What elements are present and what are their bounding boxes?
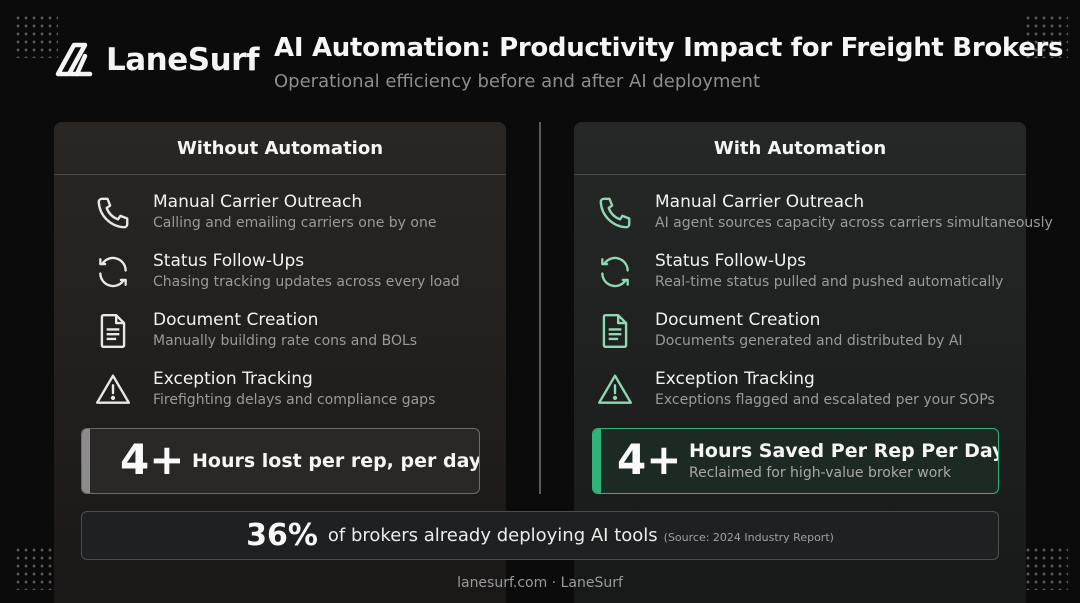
hours-saved-label: Hours Saved Per Rep Per Day	[689, 440, 999, 462]
list-item: Manual Carrier Outreach Calling and emai…	[93, 192, 436, 233]
warning-icon	[595, 370, 635, 410]
lanesurf-logo-icon	[55, 42, 93, 77]
brand-name: LaneSurf	[106, 42, 259, 78]
corner-dots-top-left	[14, 14, 58, 58]
hours-lost-callout: 4+ Hours lost per rep, per day	[81, 428, 480, 494]
list-item: Status Follow-Ups Chasing tracking updat…	[93, 251, 460, 292]
center-divider	[539, 122, 541, 494]
callout-accent-bar	[82, 429, 90, 493]
hours-saved-value: 4+	[617, 435, 682, 484]
item-description: Firefighting delays and compliance gaps	[153, 392, 436, 408]
callout-accent-bar	[593, 429, 601, 493]
list-item: Document Creation Documents generated an…	[595, 310, 963, 351]
adoption-stat-banner: 36% of brokers already deploying AI tool…	[81, 511, 999, 560]
adoption-text: of brokers already deploying AI tools	[327, 525, 658, 546]
list-item: Status Follow-Ups Real-time status pulle…	[595, 251, 1003, 292]
page-title: AI Automation: Productivity Impact for F…	[274, 33, 1064, 63]
phone-icon	[595, 193, 635, 233]
warning-icon	[93, 370, 133, 410]
item-title: Status Follow-Ups	[153, 251, 305, 271]
item-description: Chasing tracking updates across every lo…	[153, 274, 460, 290]
item-description: Manually building rate cons and BOLs	[153, 333, 418, 349]
list-item: Exception Tracking Firefighting delays a…	[93, 369, 435, 410]
with-automation-heading: With Automation	[574, 122, 1026, 175]
refresh-icon	[93, 252, 133, 292]
item-description: Real-time status pulled and pushed autom…	[655, 274, 1004, 290]
hours-lost-value: 4+	[120, 435, 185, 484]
item-title: Exception Tracking	[655, 369, 815, 389]
list-item: Exception Tracking Exceptions flagged an…	[595, 369, 995, 410]
list-item: Document Creation Manually building rate…	[93, 310, 417, 351]
without-automation-heading: Without Automation	[54, 122, 506, 175]
list-item: Manual Carrier Outreach AI agent sources…	[595, 192, 1053, 233]
corner-dots-bottom-left	[14, 546, 58, 590]
item-title: Document Creation	[153, 310, 319, 330]
refresh-icon	[595, 252, 635, 292]
item-description: AI agent sources capacity across carrier…	[655, 215, 1053, 231]
item-title: Manual Carrier Outreach	[153, 192, 363, 212]
item-description: Exceptions flagged and escalated per you…	[655, 392, 995, 408]
item-description: Documents generated and distributed by A…	[655, 333, 963, 349]
adoption-percentage: 36%	[246, 518, 318, 553]
document-icon	[93, 311, 133, 351]
phone-icon	[93, 193, 133, 233]
item-title: Manual Carrier Outreach	[655, 192, 865, 212]
corner-dots-top-right	[1024, 14, 1068, 58]
item-title: Exception Tracking	[153, 369, 313, 389]
brand-logo: LaneSurf	[54, 42, 259, 78]
hours-saved-callout: 4+ Hours Saved Per Rep Per Day Reclaimed…	[592, 428, 999, 494]
adoption-source: (Source: 2024 Industry Report)	[663, 531, 834, 544]
hours-lost-label: Hours lost per rep, per day	[192, 450, 480, 472]
page-subtitle: Operational efficiency before and after …	[274, 71, 761, 92]
corner-dots-bottom-right	[1024, 546, 1068, 590]
hours-saved-sublabel: Reclaimed for high-value broker work	[689, 465, 952, 481]
document-icon	[595, 311, 635, 351]
item-description: Calling and emailing carriers one by one	[153, 215, 437, 231]
footer-text: lanesurf.com · LaneSurf	[457, 575, 623, 591]
item-title: Document Creation	[655, 310, 821, 330]
item-title: Status Follow-Ups	[655, 251, 807, 271]
